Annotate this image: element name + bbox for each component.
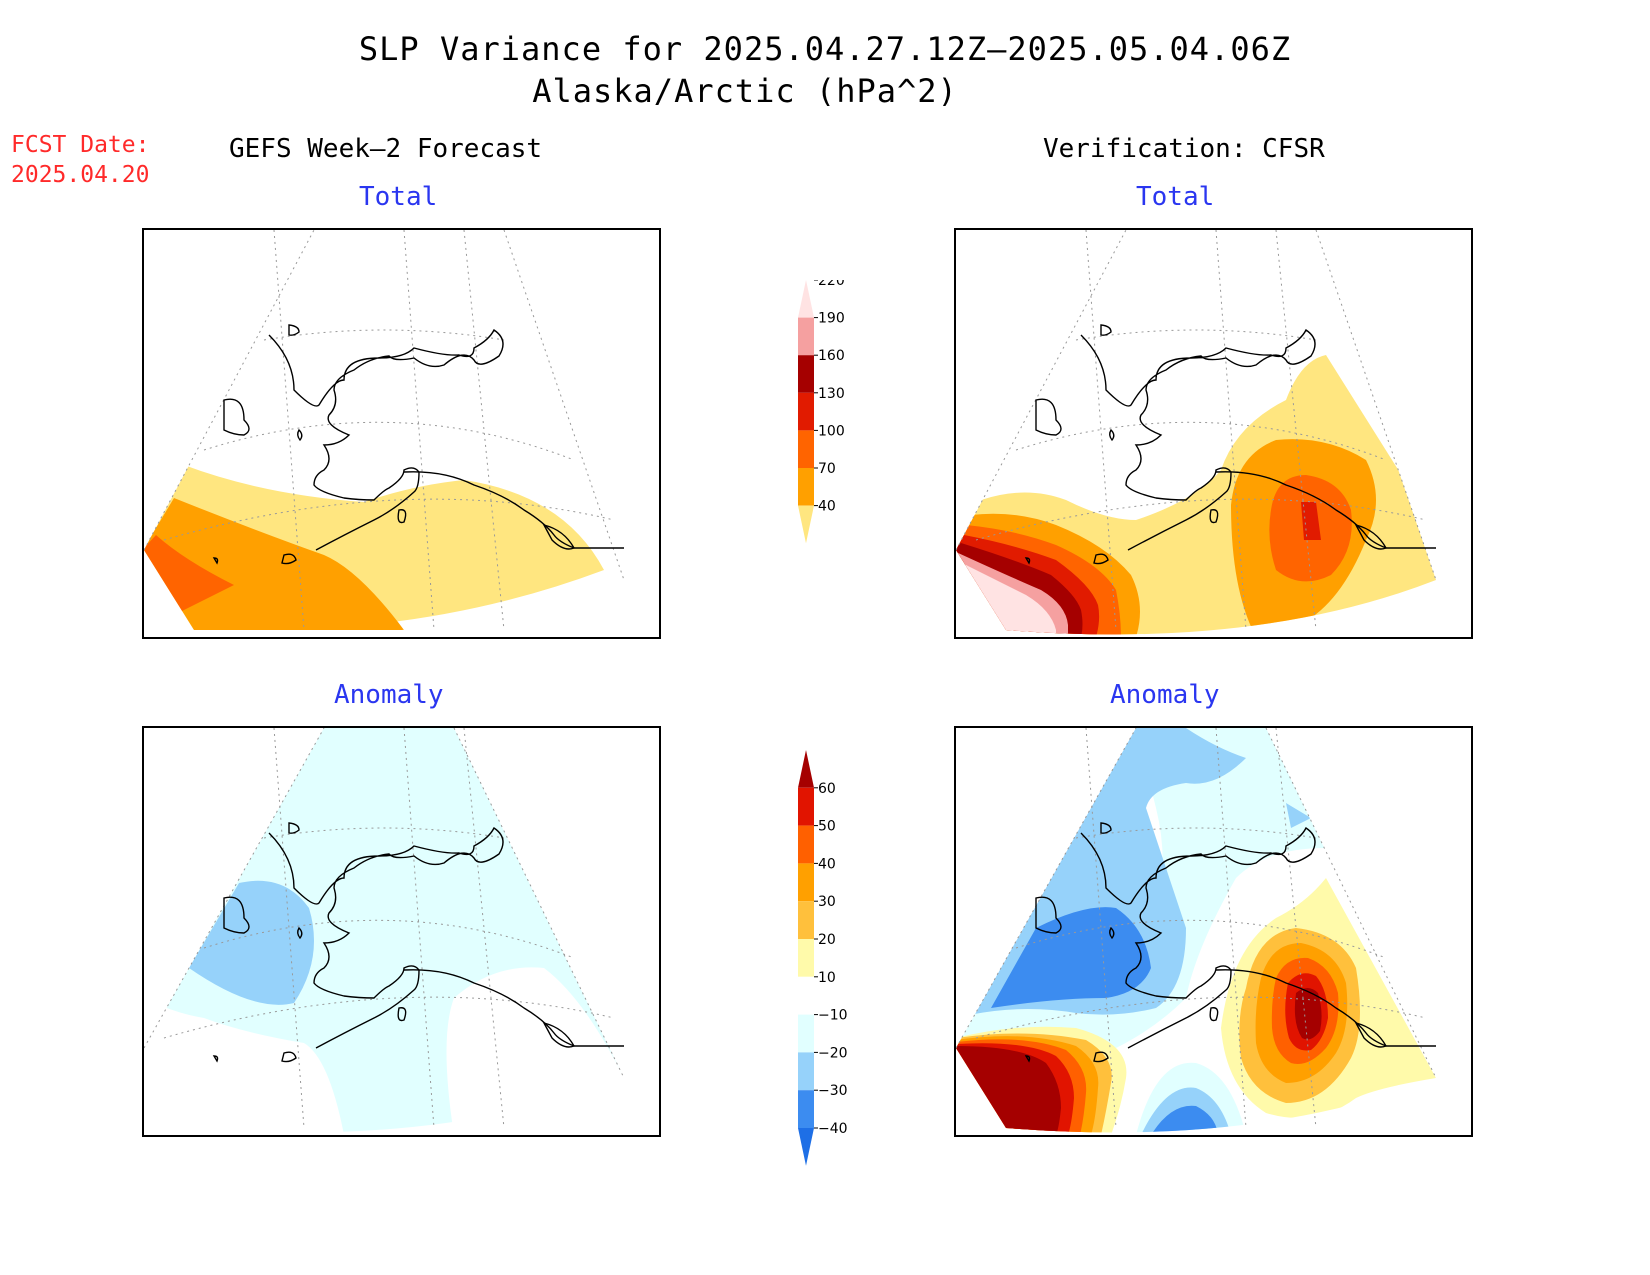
- fcst-date-value: 2025.04.20: [11, 162, 150, 188]
- colorbar-anomaly-tick-label: 20: [818, 932, 836, 948]
- fcst-date-label: FCST Date:: [11, 132, 150, 158]
- colorbar-total: 40 70 100 130 160 190 220: [790, 273, 860, 614]
- colorbar-anomaly-tick-label: 50: [818, 819, 836, 835]
- column-heading-forecast: GEFS Week–2 Forecast: [229, 134, 543, 164]
- colorbar-total-swatch: [798, 392, 814, 431]
- map-forecast-anomaly: [142, 726, 661, 1137]
- panel-title-forecast-anomaly: Anomaly: [334, 680, 444, 710]
- colorbar-anomaly-tick-label: −20: [818, 1045, 848, 1061]
- colorbar-anomaly-swatch: [798, 976, 814, 1015]
- shade-60-plus: [956, 988, 1322, 1133]
- colorbar-total-tick-label: 100: [818, 423, 845, 439]
- shade-minus30-minus40: [991, 907, 1218, 1133]
- colorbar-anomaly-tick-label: 40: [818, 856, 836, 872]
- map-verification-total: [954, 228, 1473, 639]
- colorbar-anomaly-tick-label: −10: [818, 1008, 848, 1024]
- shade-minus20-minus30: [189, 880, 314, 1005]
- colorbar-total-tick-label: 160: [818, 348, 845, 364]
- map-verification-anomaly: [954, 726, 1473, 1137]
- column-heading-verification: Verification: CFSR: [1043, 134, 1325, 164]
- colorbar-anomaly-tick-label: −40: [818, 1121, 848, 1137]
- colorbar-total-swatch: [798, 468, 814, 506]
- colorbar-anomaly-swatch: [798, 1014, 814, 1053]
- colorbar-anomaly-tick-label: 30: [818, 894, 836, 910]
- colorbar-total-tick-label: 190: [818, 311, 845, 327]
- colorbar-anomaly-swatch: [798, 863, 814, 902]
- colorbar-anomaly-swatch: [798, 1052, 814, 1091]
- colorbar-anomaly: −40 −30 −20 −10 10 20 30 40 50 60: [790, 750, 860, 1199]
- colorbar-total-tick-label: 40: [818, 499, 836, 515]
- colorbar-anomaly-tick-label: −30: [818, 1083, 848, 1099]
- colorbar-total-swatch: [798, 355, 814, 393]
- colorbar-anomaly-swatch: [798, 901, 814, 939]
- colorbar-anomaly-tick-label: 10: [818, 970, 836, 986]
- colorbar-anomaly-swatch: [798, 787, 814, 826]
- panel-title-verification-total: Total: [1136, 182, 1215, 212]
- colorbar-total-cap-top: [798, 280, 814, 318]
- colorbar-total-tick-label: 130: [818, 386, 845, 402]
- chart-title: SLP Variance for 2025.04.27.12Z–2025.05.…: [358, 30, 1292, 68]
- colorbar-total-tick-label: 220: [818, 280, 845, 289]
- panel-title-forecast-total: Total: [359, 182, 438, 212]
- colorbar-total-swatch: [798, 430, 814, 468]
- map-forecast-total: [142, 228, 661, 639]
- colorbar-total-swatch: [798, 317, 814, 356]
- colorbar-anomaly-swatch: [798, 825, 814, 864]
- colorbar-anomaly-swatch: [798, 1090, 814, 1128]
- colorbar-anomaly-swatch: [798, 939, 814, 977]
- colorbar-anomaly-cap-top: [798, 750, 814, 788]
- chart-subtitle: Alaska/Arctic (hPa^2): [532, 72, 958, 110]
- panel-title-verification-anomaly: Anomaly: [1110, 680, 1220, 710]
- colorbar-total-tick-label: 70: [818, 461, 836, 477]
- colorbar-anomaly-cap-bottom: [798, 1128, 814, 1166]
- colorbar-total-cap-bottom: [798, 505, 814, 544]
- colorbar-anomaly-tick-label: 60: [818, 781, 836, 797]
